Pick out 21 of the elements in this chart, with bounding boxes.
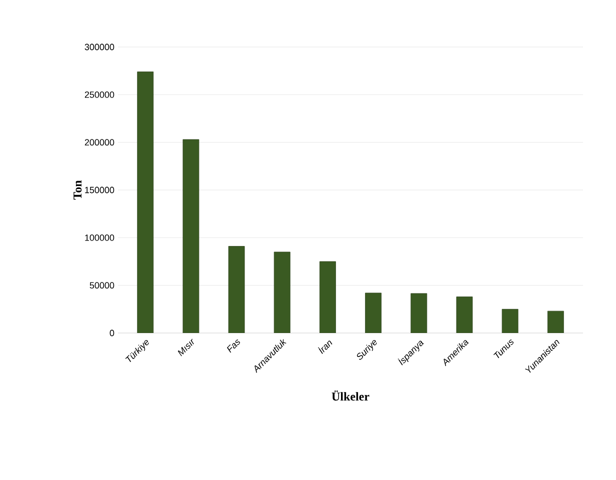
bar <box>547 310 564 333</box>
bar <box>228 246 245 333</box>
bar <box>365 292 382 333</box>
bar <box>274 252 290 333</box>
y-tick-label: 100000 <box>85 234 114 241</box>
y-tick-label: 200000 <box>84 139 114 146</box>
y-axis-title: Ton <box>74 180 82 200</box>
x-tick-label: Fas <box>226 340 240 353</box>
x-tick-label: İran <box>318 340 332 354</box>
bar <box>137 72 154 333</box>
y-tick-label: 150000 <box>85 186 114 194</box>
bar <box>320 261 336 333</box>
y-tick-label: 50000 <box>90 282 114 289</box>
bar <box>182 139 200 333</box>
bar <box>502 308 518 333</box>
bar <box>410 293 428 333</box>
x-axis-title: Ülkeler <box>332 390 370 401</box>
y-tick-label: 0 <box>110 330 114 336</box>
bar <box>456 296 473 333</box>
y-tick-label: 300000 <box>84 44 114 50</box>
y-tick-label: 250000 <box>84 91 114 98</box>
